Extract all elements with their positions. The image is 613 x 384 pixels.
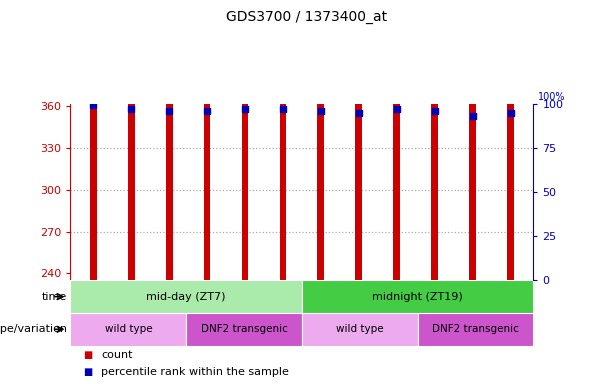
Bar — [280, 0, 286, 280]
Bar — [394, 0, 400, 280]
Bar — [469, 0, 476, 280]
Bar — [432, 0, 438, 280]
Bar — [417, 313, 533, 346]
Point — [468, 113, 478, 119]
Point — [354, 109, 364, 116]
Point — [88, 103, 98, 109]
Bar — [90, 0, 97, 280]
Text: mid-day (ZT7): mid-day (ZT7) — [147, 291, 226, 302]
Bar — [302, 313, 417, 346]
Point — [506, 109, 516, 116]
Bar — [242, 0, 248, 280]
Bar — [70, 280, 302, 313]
Bar — [507, 0, 514, 280]
Bar — [186, 313, 302, 346]
Point — [126, 106, 136, 112]
Bar — [70, 313, 186, 346]
Text: 100%: 100% — [538, 92, 565, 102]
Bar — [302, 280, 533, 313]
Bar — [204, 0, 210, 280]
Point — [164, 108, 174, 114]
Text: DNF2 transgenic: DNF2 transgenic — [200, 324, 287, 334]
Text: wild type: wild type — [105, 324, 152, 334]
Text: genotype/variation: genotype/variation — [0, 324, 67, 334]
Text: ■: ■ — [83, 350, 92, 360]
Point — [240, 106, 250, 112]
Text: percentile rank within the sample: percentile rank within the sample — [101, 366, 289, 377]
Text: wild type: wild type — [336, 324, 384, 334]
Point — [392, 106, 402, 112]
Text: midnight (ZT19): midnight (ZT19) — [372, 291, 463, 302]
Text: DNF2 transgenic: DNF2 transgenic — [432, 324, 519, 334]
Text: GDS3700 / 1373400_at: GDS3700 / 1373400_at — [226, 10, 387, 23]
Bar — [166, 0, 172, 280]
Bar — [356, 0, 362, 280]
Bar — [128, 0, 135, 280]
Text: count: count — [101, 350, 132, 360]
Point — [202, 108, 212, 114]
Point — [278, 106, 288, 112]
Point — [430, 108, 440, 114]
Point — [316, 108, 326, 114]
Bar — [318, 0, 324, 280]
Text: time: time — [42, 291, 67, 302]
Text: ■: ■ — [83, 366, 92, 377]
